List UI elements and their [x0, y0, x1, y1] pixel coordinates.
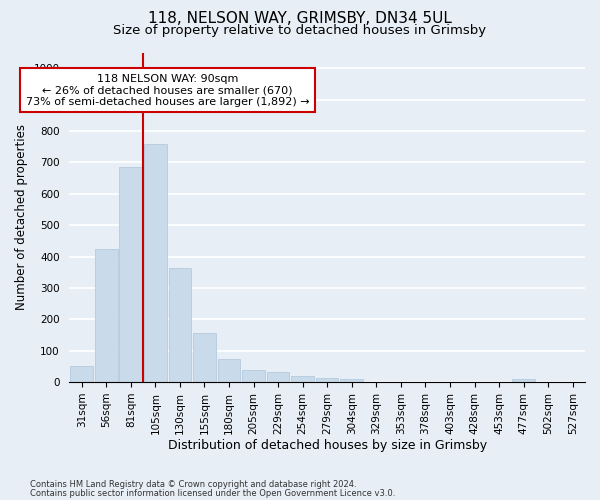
- Bar: [292, 376, 314, 382]
- Bar: [242, 370, 265, 382]
- Text: 118 NELSON WAY: 90sqm
← 26% of detached houses are smaller (670)
73% of semi-det: 118 NELSON WAY: 90sqm ← 26% of detached …: [26, 74, 310, 107]
- Bar: [340, 379, 363, 382]
- Bar: [193, 334, 216, 382]
- X-axis label: Distribution of detached houses by size in Grimsby: Distribution of detached houses by size …: [167, 440, 487, 452]
- Bar: [316, 378, 338, 382]
- Y-axis label: Number of detached properties: Number of detached properties: [15, 124, 28, 310]
- Text: 118, NELSON WAY, GRIMSBY, DN34 5UL: 118, NELSON WAY, GRIMSBY, DN34 5UL: [148, 11, 452, 26]
- Bar: [512, 379, 535, 382]
- Text: Contains HM Land Registry data © Crown copyright and database right 2024.: Contains HM Land Registry data © Crown c…: [30, 480, 356, 489]
- Bar: [218, 358, 240, 382]
- Bar: [267, 372, 289, 382]
- Bar: [70, 366, 93, 382]
- Bar: [144, 144, 167, 382]
- Bar: [95, 248, 118, 382]
- Text: Size of property relative to detached houses in Grimsby: Size of property relative to detached ho…: [113, 24, 487, 37]
- Bar: [169, 268, 191, 382]
- Bar: [119, 167, 142, 382]
- Text: Contains public sector information licensed under the Open Government Licence v3: Contains public sector information licen…: [30, 488, 395, 498]
